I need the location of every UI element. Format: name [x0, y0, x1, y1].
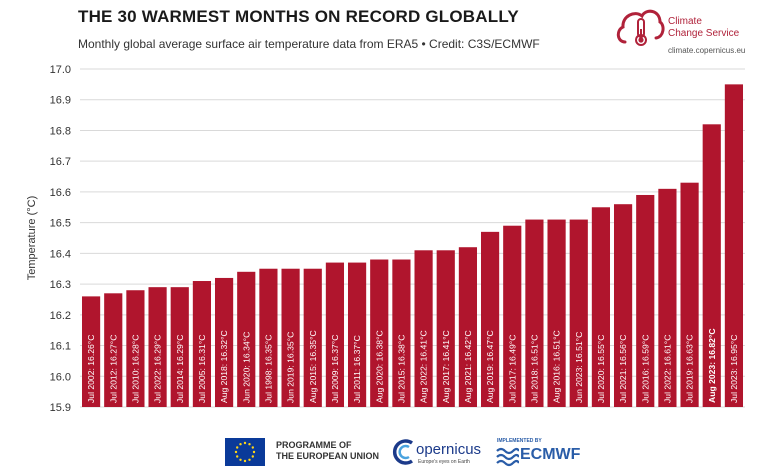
implemented-by-label: IMPLEMENTED BY: [497, 438, 542, 444]
y-tick-label: 16.0: [50, 371, 71, 383]
y-tick-label: 16.1: [50, 341, 71, 353]
c3s-logo-name: Climate Change Service: [668, 16, 740, 39]
bar: [214, 277, 234, 407]
bar-data-label: Jul 2021: 16.56°C: [618, 335, 628, 403]
bar: [303, 268, 322, 407]
y-tick-label: 16.5: [50, 218, 71, 230]
bar: [170, 287, 189, 407]
bar: [636, 194, 655, 407]
bar-data-label: Jun 2019: 16.35°C: [286, 332, 296, 403]
bar-data-label: Jul 2010: 16.28°C: [130, 335, 140, 403]
bar-data-label: Jul 2009: 16.37°C: [330, 335, 340, 403]
bar: [392, 259, 411, 407]
bar-data-label: Jul 2014: 16.29°C: [175, 335, 185, 403]
y-tick-label: 16.9: [50, 95, 71, 107]
y-axis-label: Temperature (°C): [26, 196, 38, 280]
eu-programme-text: PROGRAMME OF THE EUROPEAN UNION: [276, 440, 380, 461]
bar: [458, 247, 478, 407]
y-tick-label: 15.9: [50, 402, 71, 414]
bar: [702, 124, 721, 408]
bar-data-label: Aug 2021: 16.42°C: [463, 330, 473, 403]
cloud-thermometer-icon: [616, 9, 665, 46]
bar: [613, 204, 633, 407]
bar: [480, 231, 500, 407]
bar: [569, 219, 588, 407]
bar: [591, 207, 611, 407]
bar-data-label: Aug 2017: 16.41°C: [441, 330, 451, 403]
bar: [436, 250, 455, 407]
bar: [547, 219, 566, 407]
c3s-logo-url: climate.copernicus.eu: [668, 46, 746, 55]
bar-data-label: Aug 2020: 16.38°C: [374, 330, 384, 403]
bar: [658, 188, 677, 407]
copernicus-wordmark: opernicus: [416, 441, 482, 458]
bar-data-label: Jun 2023: 16.51°C: [574, 332, 584, 403]
bar-data-label: Aug 2019: 16.47°C: [485, 330, 495, 403]
bar-data-label: Jul 2018: 16.51°C: [529, 335, 539, 403]
y-tick-label: 16.8: [50, 125, 71, 137]
bar: [104, 293, 123, 407]
bar-data-label: Jul 1998: 16.35°C: [263, 335, 273, 403]
y-tick-label: 16.7: [50, 156, 71, 168]
y-tick-label: 16.3: [50, 279, 71, 291]
y-tick-label: 16.2: [50, 310, 71, 322]
bar: [281, 268, 300, 407]
bar-data-label: Aug 2023: 16.82°C: [707, 328, 717, 403]
bar-data-label: Jul 2022: 16.29°C: [153, 335, 163, 403]
bar-data-label: Aug 2015: 16.35°C: [308, 330, 318, 403]
bar: [347, 262, 367, 407]
bar-data-label: Jul 2019: 16.63°C: [685, 335, 695, 403]
copernicus-logo-icon: [392, 439, 414, 465]
eu-flag-icon: [225, 438, 265, 466]
bar-data-label: Jul 2012: 16.27°C: [108, 335, 118, 403]
bar-data-label: Aug 2022: 16.41°C: [419, 330, 429, 403]
bar-data-label: Jul 2022: 16.61°C: [662, 335, 672, 403]
y-tick-label: 17.0: [50, 64, 71, 76]
bar-chart: 15.9 16.0 16.1 16.2 16.3 16.4 16.5 16.6 16.7 16.8…: [26, 64, 745, 414]
bar-data-label: Aug 2018: 16.32°C: [219, 330, 229, 403]
bar: [525, 219, 544, 407]
bar: [680, 182, 699, 407]
ecmwf-wordmark: ECMWF: [520, 446, 581, 463]
ecmwf-logo-icon: [496, 447, 519, 467]
copernicus-tagline: Europe's eyes on Earth: [418, 459, 470, 465]
bar: [259, 268, 278, 407]
c3s-logo[interactable]: Climate Change Service climate.copernicu…: [615, 2, 780, 66]
y-tick-label: 16.4: [50, 248, 71, 260]
bar-data-label: Jul 2020: 16.55°C: [596, 335, 606, 403]
bar: [370, 259, 389, 407]
chart-subtitle: Monthly global average surface air tempe…: [78, 37, 540, 51]
bar: [237, 271, 256, 407]
bar-data-label: Jun 2020: 16.34°C: [241, 332, 251, 403]
bar: [503, 225, 522, 407]
bar-data-label: Jul 2016: 16.59°C: [640, 335, 650, 403]
bar: [148, 287, 167, 407]
bar-data-label: Jul 2011: 16.37°C: [352, 335, 362, 403]
bar: [325, 262, 345, 407]
bar-data-label: Aug 2016: 16.51°C: [552, 330, 562, 403]
chart-title: THE 30 WARMEST MONTHS ON RECORD GLOBALLY: [78, 7, 519, 26]
y-tick-label: 16.6: [50, 187, 71, 199]
bar: [192, 281, 212, 407]
bar-data-label: Jul 2002: 16.26°C: [86, 335, 96, 403]
bar-data-label: Jul 2015: 16.38°C: [396, 335, 406, 403]
bar: [724, 84, 744, 407]
bar-data-label: Jul 2005: 16.31°C: [197, 335, 207, 403]
bar-data-label: Jul 2017: 16.49°C: [507, 335, 517, 403]
bar-data-label: Jul 2023: 16.95°C: [729, 335, 739, 403]
bar: [414, 250, 433, 407]
bar: [81, 296, 101, 407]
bar: [126, 290, 145, 407]
